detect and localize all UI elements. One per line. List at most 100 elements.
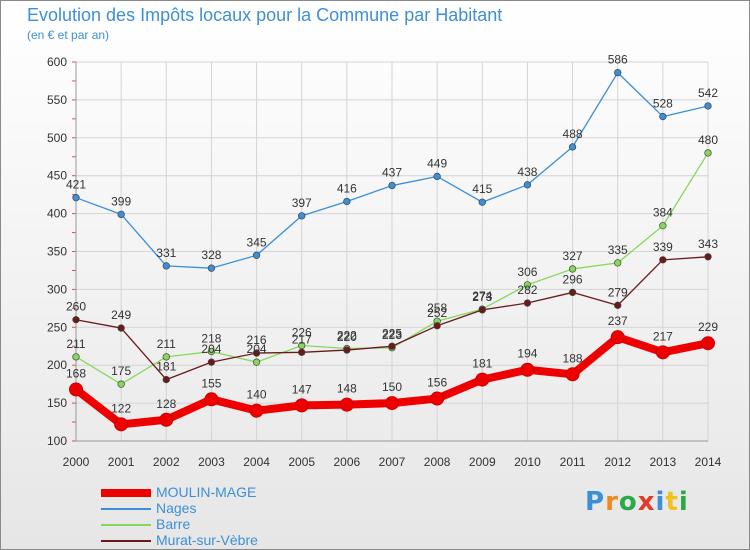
data-point [433, 322, 441, 330]
data-point [565, 367, 580, 382]
data-point [704, 102, 712, 110]
data-point [339, 397, 354, 412]
data-label: 480 [698, 133, 718, 147]
legend-item-moulin-mage: MOULIN-MAGE [101, 484, 361, 501]
data-point [72, 353, 80, 361]
data-label: 249 [111, 308, 131, 322]
data-label: 216 [247, 333, 267, 347]
data-label: 528 [653, 97, 673, 111]
legend-swatch [101, 524, 151, 526]
data-label: 258 [427, 301, 447, 315]
y-tick-label: 600 [47, 55, 67, 69]
data-point [388, 342, 396, 350]
legend-swatch [101, 489, 151, 497]
data-label: 331 [156, 246, 176, 260]
data-label: 217 [653, 329, 673, 343]
data-label: 345 [247, 235, 267, 249]
data-label: 188 [563, 351, 583, 365]
data-label: 437 [382, 166, 402, 180]
logo-letter: r [605, 487, 619, 517]
y-tick-label: 250 [47, 320, 67, 334]
y-tick-label: 550 [47, 93, 67, 107]
legend-item-murat-sur-vebre: Murat-sur-Vèbre [101, 532, 361, 549]
chart-title: Evolution des Impôts locaux pour la Comm… [27, 5, 503, 25]
x-tick-label: 2002 [153, 455, 180, 469]
y-tick-label: 350 [47, 245, 67, 259]
data-point [614, 259, 622, 267]
logo-letter: x [637, 487, 656, 517]
data-label: 225 [382, 326, 402, 340]
data-point [204, 392, 219, 407]
data-point [207, 264, 216, 272]
data-label: 415 [472, 182, 492, 196]
data-point [117, 210, 125, 219]
data-point [117, 380, 125, 388]
axes: 100 150 200 250 300 350 400 450 500 550 600 2000 200… [47, 55, 722, 469]
data-point [568, 265, 577, 273]
data-point [614, 301, 622, 309]
x-tick-label: 2012 [604, 455, 631, 469]
x-tick-label: 2010 [514, 455, 541, 469]
data-point [523, 181, 532, 189]
proxiti-logo: Proxiti [585, 487, 689, 517]
data-label: 147 [292, 382, 312, 396]
legend-item-nages: Nages [101, 500, 361, 517]
data-label: 438 [517, 165, 537, 179]
grid-lines [75, 61, 709, 442]
legend-label: MOULIN-MAGE [156, 484, 257, 500]
logo-letter: t [665, 487, 679, 517]
x-tick-label: 2011 [560, 455, 586, 469]
data-point [659, 112, 667, 121]
data-label: 542 [698, 86, 718, 100]
y-tick-label: 100 [47, 434, 67, 448]
x-tick-label: 2000 [63, 455, 90, 469]
data-point [568, 288, 577, 297]
legend-item-barre: Barre [101, 516, 361, 533]
data-point [114, 417, 129, 432]
data-point [704, 149, 712, 157]
data-label: 279 [608, 285, 628, 299]
series-lines [69, 68, 715, 432]
data-label: 260 [66, 300, 86, 314]
y-tick-label: 150 [47, 396, 67, 410]
x-tick-label: 2007 [379, 455, 406, 469]
data-point [385, 396, 399, 411]
x-tick-label: 2014 [695, 455, 722, 469]
data-label: 449 [427, 156, 447, 170]
data-point [388, 181, 396, 190]
data-point [704, 253, 712, 261]
data-label: 181 [156, 360, 176, 374]
data-point [478, 198, 486, 206]
legend: MOULIN-MAGE Nages Barre Murat-sur-Vèbre [101, 484, 361, 549]
data-point [162, 353, 170, 361]
data-label: 222 [337, 329, 357, 343]
data-label: 343 [698, 237, 718, 251]
data-point [430, 391, 445, 406]
x-tick-label: 2009 [469, 455, 496, 469]
data-point [659, 222, 667, 230]
data-label: 252 [427, 306, 447, 320]
y-tick-label: 400 [47, 207, 67, 221]
data-label: 282 [517, 283, 537, 297]
legend-label: Murat-sur-Vèbre [156, 532, 258, 548]
data-point [72, 316, 80, 324]
y-tick-label: 450 [47, 169, 67, 183]
data-labels: 168 122 128 155 140 147 148 150 156 181 194 188 237 2… [66, 53, 718, 416]
data-label: 155 [201, 376, 221, 390]
data-point [523, 281, 532, 289]
x-tick-label: 2005 [288, 455, 315, 469]
data-point [207, 347, 216, 356]
legend-swatch [101, 540, 151, 542]
data-label: 273 [472, 290, 492, 304]
data-point [252, 251, 261, 259]
x-tick-label: 2008 [424, 455, 451, 469]
data-label: 399 [111, 194, 131, 208]
x-tick-label: 2003 [198, 455, 225, 469]
data-point [614, 68, 622, 77]
data-label: 220 [337, 330, 357, 344]
logo-letter: i [678, 487, 689, 517]
data-point [159, 412, 174, 427]
data-label: 211 [157, 337, 176, 351]
logo-letter: i [655, 487, 666, 517]
